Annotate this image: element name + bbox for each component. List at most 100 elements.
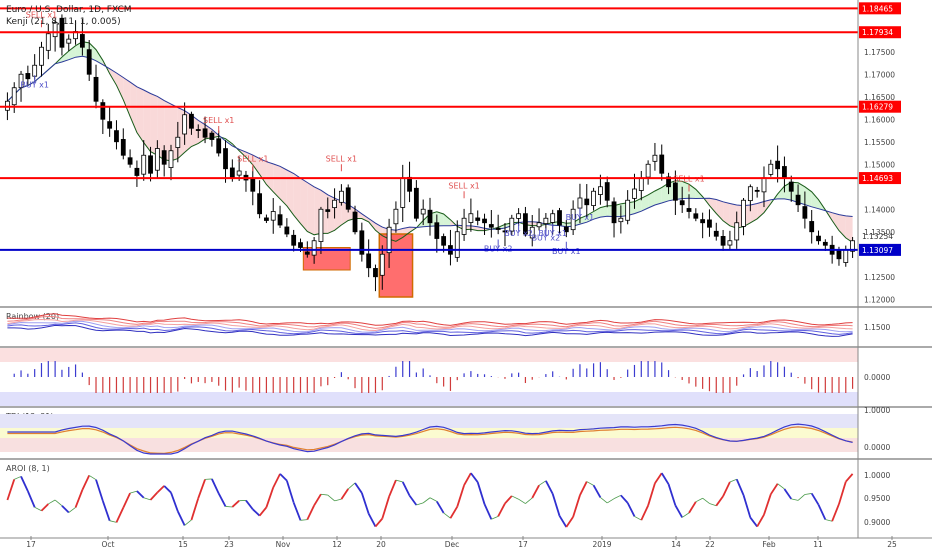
aroi-segment [306,505,315,521]
aroi-segment [558,515,568,528]
aroi-segment [681,512,690,518]
cloud-segment [150,93,158,156]
aroi-segment [122,492,131,509]
aroi-segment [647,482,656,506]
aroi-segment [497,503,506,517]
aroi-segment [831,503,840,522]
cloud-segment [723,201,730,226]
current-price-label: 1.13254 [862,232,893,241]
aroi-segment [579,481,588,496]
candle-body [645,163,651,178]
candle-body [713,230,719,237]
aroi-segment [163,485,172,494]
aroi-segment [149,491,159,501]
candle-body [611,201,617,224]
candle-body [707,219,712,228]
candle-body [727,240,733,246]
aroi-segment [742,494,752,518]
candle-body [264,217,269,221]
aroi-segment [217,493,227,507]
aroi-segment [109,520,117,523]
cloud-segment [157,96,165,160]
cloud-segment [307,182,315,235]
aroi-segment [654,472,663,484]
aroi-segment [538,480,547,486]
aroi-segment [525,497,533,504]
candle-body [311,240,317,256]
candle-body [175,136,181,148]
aroi-segment [777,483,785,490]
tdi-band [0,414,858,428]
msi-upper-band [0,348,858,362]
aroi-segment [101,500,111,521]
cloud-segment [273,163,281,199]
aroi-segment [176,510,186,526]
sell-signal-label: SELL x1 [203,116,234,125]
cloud-segment [361,213,369,222]
aroi-segment [401,481,411,497]
candle-body [161,150,167,165]
candle-body [693,213,699,219]
aroi-segment [252,508,261,517]
aroi-segment [225,506,233,508]
candle-body [379,253,385,276]
candle-body [788,181,794,192]
aroi-segment [395,479,403,483]
aroi-segment [504,495,513,505]
candle-body [550,213,556,223]
candle-body [652,154,658,162]
aroi-segment [735,478,745,496]
cloud-segment [682,181,690,199]
cloud-segment [648,190,655,208]
aroi-segment [702,497,710,504]
cloud-segment [136,86,144,143]
cloud-segment [443,214,451,226]
aroi-segment [95,479,104,502]
candle-body [625,199,631,221]
candle-body [141,154,147,175]
aroi-segment [374,518,383,528]
candle-body [386,226,392,254]
candle-body [168,150,174,168]
level-price-label: 1.13097 [862,246,893,255]
cloud-segment [293,173,301,224]
level-price-label: 1.18465 [862,4,893,13]
aroi-segment [511,495,519,500]
candle-body [304,251,310,255]
candle-body [570,208,576,231]
candle-body [523,213,528,235]
candle-body [672,182,678,201]
sell-zone-box [378,233,414,298]
aroi-segment [381,496,390,519]
sell-signal-label: SELL x1 [237,154,268,163]
time-tick-label: 20 [376,540,386,549]
aroi-segment [817,504,827,520]
aroi-segment [545,480,554,495]
candle-body [802,206,808,219]
aroi-segment [6,479,16,501]
aroi-segment [463,472,472,486]
aroi-segment [483,503,493,520]
candle-body [591,190,596,206]
candle-body [100,102,106,120]
buy-signal-label: BUY x1 [552,247,581,256]
aroi-segment [272,473,281,488]
cloud-segment [198,120,206,144]
aroi-segment [313,493,322,506]
aroi-segment [845,473,854,483]
aroi-segment [436,500,445,514]
price-tick-label: 1.17000 [864,70,895,79]
aroi-segment [34,506,42,512]
candle-body [148,155,153,174]
candle-body [318,208,324,242]
sell-signal-label: SELL x1 [326,154,357,163]
tdi-signal-line [7,426,853,454]
cloud-segment [286,170,294,216]
pane-tick-label: 1.0000 [864,406,890,415]
rainbow-line [7,320,853,333]
cloud-segment [729,203,737,229]
candle-body [66,38,72,44]
level-price-tag [859,100,901,113]
aroi-segment [258,506,268,517]
